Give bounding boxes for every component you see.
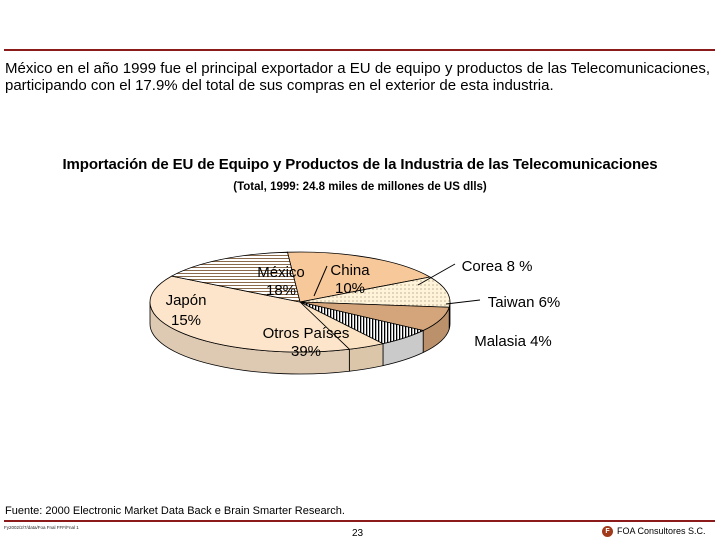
slice-label: Corea 8 %	[462, 258, 533, 275]
pie-slice-jap-n	[170, 251, 301, 303]
slice-label: Japón	[166, 292, 207, 309]
leader-line-2	[417, 263, 456, 286]
slice-label: México	[257, 264, 305, 281]
slice-label: Taiwan 6%	[488, 294, 561, 311]
slice-label: Malasia 4%	[474, 333, 552, 350]
brand-logo-icon: F	[602, 525, 613, 537]
page-number: 23	[352, 528, 364, 539]
footer-file-path: Fy2002/2/7/data/Foa Fnal FFF/Fnal 1	[4, 525, 79, 530]
chart-subtitle: (Total, 1999: 24.8 miles de millones de …	[233, 181, 487, 193]
brand: F FOA Consultores S.C.	[602, 524, 706, 538]
brand-name: FOA Consultores S.C.	[617, 526, 706, 536]
source-note: Fuente: 2000 Electronic Market Data Back…	[5, 505, 345, 517]
pie-slice-m-xico	[286, 251, 432, 303]
pie-side-shade	[150, 302, 450, 374]
leader-line-3	[445, 299, 481, 305]
slice-value-label: 18%	[266, 282, 296, 299]
pie-top-group	[149, 251, 451, 353]
slice-value-label: 10%	[335, 280, 365, 297]
top-rule	[4, 49, 715, 51]
bottom-rule	[4, 520, 715, 522]
chart-title: Importación de EU de Equipo y Productos …	[62, 156, 658, 173]
slice-value-label: 15%	[171, 312, 201, 329]
slice-label: China	[330, 262, 370, 279]
slice-label: Otros Países	[263, 325, 350, 342]
pie-slice-otros-pa-ses	[149, 275, 351, 353]
pie-side-group	[149, 301, 451, 375]
intro-paragraph: México en el año 1999 fue el principal e…	[5, 60, 710, 94]
slice-value-label: 39%	[291, 343, 321, 360]
label-separator-line	[313, 265, 328, 297]
